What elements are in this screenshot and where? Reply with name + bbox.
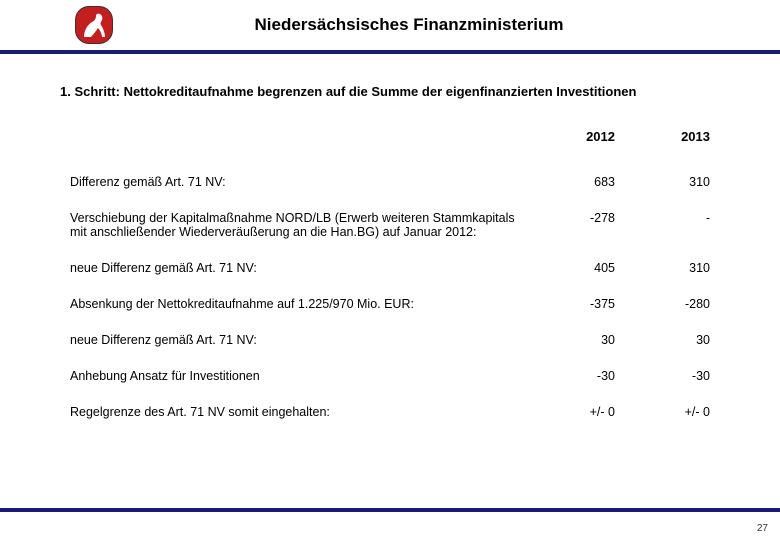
table-row: Anhebung Ansatz für Investitionen -30 -3… [60, 358, 720, 394]
table-row: Regelgrenze des Art. 71 NV somit eingeha… [60, 394, 720, 430]
header: Niedersächsisches Finanzministerium [0, 0, 780, 44]
row-value-2013: 310 [625, 164, 720, 200]
content-area: 1. Schritt: Nettokreditaufnahme begrenze… [0, 54, 780, 430]
row-label: Verschiebung der Kapitalmaßnahme NORD/LB… [60, 200, 530, 250]
row-value-2012: 30 [530, 322, 625, 358]
row-label: Anhebung Ansatz für Investitionen [60, 358, 530, 394]
row-label: neue Differenz gemäß Art. 71 NV: [60, 250, 530, 286]
row-value-2012: 405 [530, 250, 625, 286]
footer-divider [0, 508, 780, 512]
col-header-2012: 2012 [530, 121, 625, 164]
table-body: Differenz gemäß Art. 71 NV: 683 310 Vers… [60, 164, 720, 430]
col-header-label [60, 121, 530, 164]
horse-icon [78, 9, 112, 43]
col-header-2013: 2013 [625, 121, 720, 164]
row-value-2012: -30 [530, 358, 625, 394]
row-label: Regelgrenze des Art. 71 NV somit eingeha… [60, 394, 530, 430]
row-value-2012: -278 [530, 200, 625, 250]
state-crest-logo [75, 6, 113, 44]
table-row: neue Differenz gemäß Art. 71 NV: 30 30 [60, 322, 720, 358]
table-row: Verschiebung der Kapitalmaßnahme NORD/LB… [60, 200, 720, 250]
page-number: 27 [757, 523, 768, 534]
table-row: Absenkung der Nettokreditaufnahme auf 1.… [60, 286, 720, 322]
section-heading: 1. Schritt: Nettokreditaufnahme begrenze… [60, 84, 720, 99]
row-value-2013: +/- 0 [625, 394, 720, 430]
row-value-2013: -30 [625, 358, 720, 394]
row-label: Differenz gemäß Art. 71 NV: [60, 164, 530, 200]
row-value-2013: 30 [625, 322, 720, 358]
table-row: Differenz gemäß Art. 71 NV: 683 310 [60, 164, 720, 200]
row-value-2012: 683 [530, 164, 625, 200]
row-value-2012: +/- 0 [530, 394, 625, 430]
table-header-row: 2012 2013 [60, 121, 720, 164]
row-label: Absenkung der Nettokreditaufnahme auf 1.… [60, 286, 530, 322]
row-value-2013: 310 [625, 250, 720, 286]
finance-table: 2012 2013 Differenz gemäß Art. 71 NV: 68… [60, 121, 720, 430]
row-label: neue Differenz gemäß Art. 71 NV: [60, 322, 530, 358]
row-value-2013: -280 [625, 286, 720, 322]
row-value-2012: -375 [530, 286, 625, 322]
row-value-2013: - [625, 200, 720, 250]
page-title: Niedersächsisches Finanzministerium [113, 15, 780, 35]
table-row: neue Differenz gemäß Art. 71 NV: 405 310 [60, 250, 720, 286]
